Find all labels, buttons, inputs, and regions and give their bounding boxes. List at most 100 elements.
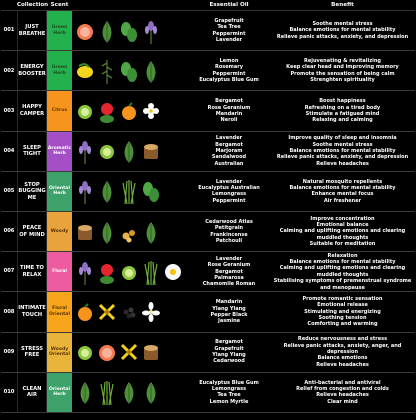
scent-badge: Floral Oriental bbox=[47, 292, 72, 332]
leaf-icon bbox=[75, 378, 95, 406]
essential-oil-list: Lavender Rose Geranium Bergamot Palmarosa Ch… bbox=[188, 252, 270, 291]
mint-icon bbox=[119, 17, 139, 45]
collection-number: 010 bbox=[1, 372, 18, 412]
leaf-icon bbox=[141, 378, 161, 406]
essential-oil-item: Lavender bbox=[215, 36, 243, 43]
collection-name: JUST BREATHE bbox=[18, 11, 47, 51]
leaf-icon bbox=[97, 17, 117, 45]
scent-badge: Oriental Herb bbox=[47, 372, 72, 412]
benefit-item: Relaxation bbox=[327, 252, 358, 259]
table-row: 007 TIME TO RELAX Floral Lavender Rose Geran… bbox=[1, 252, 415, 293]
benefit-list: Relaxation Balance emotions for mental st… bbox=[270, 252, 415, 291]
essential-oil-item: Mandarin bbox=[215, 110, 243, 117]
essential-oil-item: Lemongrass bbox=[211, 191, 247, 198]
benefit-item: Relieve headaches bbox=[316, 160, 369, 167]
scent-cell: Floral bbox=[47, 252, 72, 292]
jasmine-icon bbox=[141, 298, 161, 326]
benefit-list: Rejuvenating & revitalizing Keep clear he… bbox=[270, 51, 415, 90]
header-benefit: Benefit bbox=[331, 2, 354, 8]
essential-oil-item: Tea Tree bbox=[217, 24, 241, 31]
benefit-item: Refreshing on a tired body bbox=[304, 104, 381, 111]
scent-badge: Woody Oriental bbox=[47, 332, 72, 372]
collection-number: 009 bbox=[1, 332, 18, 372]
benefit-item: Stimulating and energizing bbox=[304, 308, 381, 315]
benefit-item: Calming and uplifting emotions and clear… bbox=[279, 265, 406, 278]
essential-oil-item: Grapefruit bbox=[214, 17, 244, 24]
leaf-icon bbox=[97, 218, 117, 246]
essential-oil-item: Australian bbox=[214, 160, 244, 167]
ylang-icon bbox=[119, 338, 139, 366]
essential-oil-item: Lemongrass bbox=[211, 385, 247, 392]
benefit-item: Rejuvenating & revitalizing bbox=[304, 58, 381, 64]
essential-oil-item: Bergamot bbox=[215, 268, 243, 275]
collection-number: 004 bbox=[1, 131, 18, 171]
collection-number: 003 bbox=[1, 91, 18, 131]
benefit-item: Stimulate a fatigued mind bbox=[305, 110, 380, 117]
leaf-icon bbox=[97, 177, 117, 205]
essential-oil-list: Cedarwood Atlas Petitgrain Frankincense Pat… bbox=[188, 212, 270, 251]
benefit-item: Reduce nervousness and stress bbox=[297, 336, 388, 343]
grass-icon bbox=[119, 177, 139, 205]
lemon-icon bbox=[75, 57, 95, 85]
leaf-icon bbox=[119, 378, 139, 406]
essential-oil-list: Grapefruit Tea Tree Peppermint Lavender bbox=[188, 11, 270, 50]
essential-oil-list: Bergamot Rose Geranium Mandarin Neroli bbox=[188, 91, 270, 130]
essential-oil-item: Rose Geranium bbox=[207, 104, 251, 111]
lime-icon bbox=[75, 338, 95, 366]
grass-icon bbox=[97, 378, 117, 406]
table-body: 001 JUST BREATHE Green Herb Grapefruit Tea T… bbox=[1, 11, 415, 413]
benefit-item: Clear mind bbox=[327, 398, 358, 405]
lavender-icon bbox=[75, 177, 95, 205]
rosemary-icon bbox=[97, 57, 117, 85]
benefit-item: Relief from congestion and colds bbox=[296, 385, 389, 392]
essential-oil-item: Eucalyptus Australian bbox=[198, 184, 260, 191]
collection-number: 006 bbox=[1, 211, 18, 252]
essential-oil-list: Mandarin Ylang Ylang Pepper Black Jasmine bbox=[188, 292, 270, 331]
scent-badge: Floral bbox=[47, 252, 72, 292]
collection-name: ENERGY BOOSTER bbox=[18, 51, 47, 91]
ingredient-images bbox=[72, 292, 188, 331]
essential-oil-item: Patchouli bbox=[215, 237, 243, 244]
essential-oil-item: Neroli bbox=[220, 117, 238, 124]
benefit-item: Relieve panic attacks, anxiety, anger, a… bbox=[283, 342, 402, 355]
lime-icon bbox=[97, 137, 117, 165]
essential-oil-item: Lemon bbox=[219, 58, 239, 64]
table-row: 003 HAPPY CAMPER Citrus Bergamot Rose Gerani… bbox=[1, 91, 415, 132]
benefit-item: Balance emotions for mental stability bbox=[289, 184, 396, 191]
table-row: 002 ENERGY BOOSTER Green Herb Lemon Rosemary… bbox=[1, 51, 415, 92]
collection-name: INTIMATE TOUCH bbox=[18, 292, 47, 332]
ingredient-images bbox=[72, 252, 188, 291]
scent-badge: Woody bbox=[47, 211, 72, 252]
benefit-item: Balance emotions bbox=[317, 355, 368, 362]
essential-oil-item: Peppermint bbox=[212, 197, 246, 204]
benefit-list: Boost happiness Refreshing on a tired bod… bbox=[270, 91, 415, 130]
scent-cell: Woody bbox=[47, 211, 72, 252]
benefit-item: Promote the sensation of being calm bbox=[290, 70, 395, 77]
ingredient-images bbox=[72, 212, 188, 251]
essential-oil-item: Eucalyptus Blue Gum bbox=[199, 379, 259, 386]
benefit-item: Enhance mental focus bbox=[311, 191, 374, 198]
benefit-item: Suitable for meditation bbox=[309, 241, 376, 248]
essential-oil-item: Petitgrain bbox=[214, 225, 244, 232]
lavender-icon bbox=[75, 258, 95, 286]
scent-cell: Citrus bbox=[47, 91, 72, 131]
header-collection: Collection bbox=[16, 2, 49, 8]
collection-name: SLEEP TIGHT bbox=[18, 131, 47, 171]
table-row: 009 STRESS FREE Woody Oriental Bergamot Grap… bbox=[1, 332, 415, 373]
leaf-icon bbox=[119, 137, 139, 165]
essential-oil-item: Lavender bbox=[215, 178, 243, 185]
essential-oil-item: Mandarin bbox=[215, 299, 243, 306]
benefit-list: Reduce nervousness and stress Relieve pan… bbox=[270, 333, 415, 372]
essential-oil-item: Lavender bbox=[215, 255, 243, 262]
essential-oil-item: Rosemary bbox=[215, 64, 243, 71]
benefit-item: Stabilising symptoms of premenstrual syn… bbox=[273, 278, 412, 291]
table-header: Collection Scent Essential Oil Benefit bbox=[1, 0, 415, 11]
benefit-list: Improve concentration Emotional balance Ca… bbox=[270, 212, 415, 251]
essential-oil-item: Eucalyptus Blue Gum bbox=[199, 77, 259, 84]
benefit-item: Keep clear head and improving memory bbox=[286, 64, 399, 71]
essential-oil-item: Chamomile Roman bbox=[202, 281, 256, 288]
benefit-item: Boost happiness bbox=[319, 98, 366, 105]
benefit-item: Balance emotions for mental stability bbox=[289, 147, 396, 154]
scent-cell: Green Herb bbox=[47, 51, 72, 91]
collection-name: STRESS FREE bbox=[18, 332, 47, 372]
